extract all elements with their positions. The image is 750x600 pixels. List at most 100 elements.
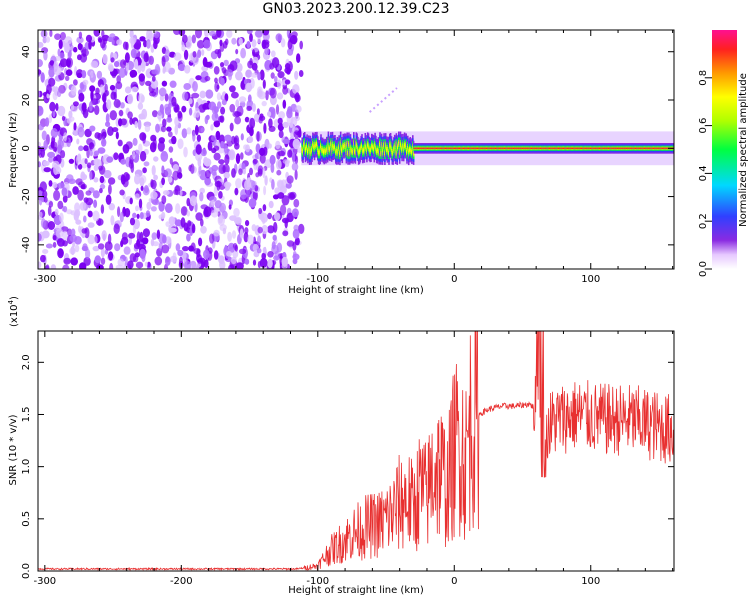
noise-blob — [282, 86, 288, 95]
noise-blob — [235, 178, 242, 189]
noise-blob — [280, 204, 287, 216]
signal-cell — [507, 147, 510, 150]
noise-blob — [43, 140, 48, 150]
noise-blob — [190, 163, 195, 175]
noise-blob — [57, 105, 66, 117]
noise-blob — [175, 243, 181, 252]
noise-blob — [196, 258, 204, 264]
noise-blob — [89, 85, 96, 92]
noise-blob — [178, 256, 183, 268]
noise-blob — [220, 106, 226, 115]
signal-cell — [632, 147, 634, 150]
noise-blob — [292, 84, 300, 95]
noise-blob — [53, 164, 59, 176]
noise-blob — [205, 169, 211, 179]
noise-blob — [276, 92, 284, 100]
noise-blob — [137, 102, 144, 110]
signal-cell — [480, 147, 483, 150]
noise-blob — [234, 142, 240, 150]
noise-blob — [143, 161, 150, 167]
noise-blob — [225, 69, 234, 77]
signal-cell — [311, 148, 313, 152]
noise-blob — [105, 113, 110, 124]
signal-cell — [384, 143, 387, 147]
noise-blob — [89, 149, 93, 157]
noise-blob — [228, 264, 235, 269]
noise-blob — [239, 101, 246, 108]
noise-blob — [125, 173, 131, 181]
noise-blob — [106, 99, 112, 110]
noise-blob — [252, 190, 258, 201]
noise-blob — [109, 262, 114, 269]
noise-blob — [216, 30, 222, 38]
signal-cell — [648, 147, 651, 150]
noise-blob — [294, 70, 299, 80]
signal-cell — [575, 147, 578, 150]
signal-cell — [371, 144, 374, 149]
noise-blob — [259, 69, 265, 81]
noise-blob — [204, 30, 209, 38]
noise-blob — [271, 57, 280, 69]
noise-blob — [198, 164, 202, 175]
noise-blob — [177, 63, 186, 72]
noise-blob — [194, 124, 199, 136]
colorbar-tick-label: 0.2 — [698, 213, 709, 229]
noise-blob — [192, 131, 196, 142]
noise-blob — [268, 143, 272, 149]
noise-blob — [274, 212, 281, 221]
signal-cell — [445, 147, 448, 150]
y-tick-label: -20 — [21, 188, 32, 204]
signal-cell — [488, 147, 491, 150]
noise-blob — [38, 261, 42, 269]
noise-blob — [160, 150, 169, 162]
signal-cell — [660, 147, 662, 150]
noise-blob — [244, 227, 249, 235]
noise-blob — [174, 184, 181, 196]
noise-blob — [177, 249, 184, 257]
noise-blob — [138, 198, 143, 209]
noise-blob — [75, 219, 82, 225]
noise-blob — [53, 189, 61, 201]
noise-blob — [60, 150, 66, 159]
noise-blob — [52, 241, 57, 248]
signal-cell — [308, 151, 311, 155]
signal-cell — [658, 147, 660, 150]
signal-cell — [389, 143, 392, 147]
noise-blob — [84, 158, 88, 165]
noise-blob — [201, 49, 205, 56]
noise-blob — [257, 165, 264, 175]
signal-cell — [565, 147, 567, 150]
noise-blob — [63, 132, 68, 142]
signal-cell — [403, 142, 406, 147]
noise-blob — [298, 223, 305, 234]
noise-blob — [117, 206, 121, 218]
noise-blob — [139, 132, 147, 141]
noise-blob — [286, 175, 294, 184]
noise-blob — [286, 212, 294, 223]
noise-blob — [244, 258, 250, 265]
noise-blob — [218, 191, 223, 199]
signal-cell — [437, 147, 439, 150]
noise-blob — [117, 139, 123, 147]
signal-cell — [621, 147, 624, 150]
snr-scale-label: (x104) — [7, 296, 20, 327]
noise-blob — [120, 240, 124, 248]
noise-blob — [115, 81, 123, 90]
signal-cell — [545, 147, 547, 150]
noise-blob — [103, 170, 112, 179]
noise-blob — [177, 138, 184, 150]
noise-blob — [278, 111, 286, 120]
noise-blob — [195, 75, 202, 81]
noise-blob — [213, 120, 221, 128]
noise-blob — [39, 211, 43, 218]
noise-blob — [145, 80, 152, 86]
signal-cell — [662, 147, 665, 150]
noise-blob — [61, 115, 66, 121]
signal-cell — [448, 147, 451, 150]
noise-blob — [181, 128, 188, 139]
noise-blob — [234, 116, 242, 125]
noise-blob — [50, 128, 58, 138]
noise-blob — [172, 170, 179, 181]
signal-cell — [597, 147, 600, 150]
